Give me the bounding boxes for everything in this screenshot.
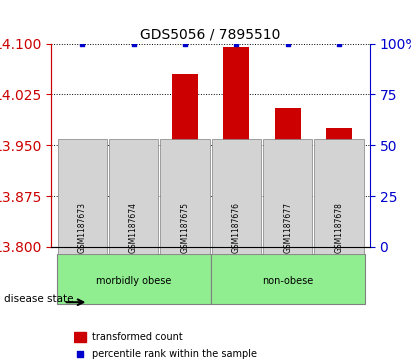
- Bar: [121, 162, 146, 247]
- FancyBboxPatch shape: [109, 139, 158, 254]
- FancyBboxPatch shape: [314, 139, 364, 254]
- Text: transformed count: transformed count: [92, 332, 183, 342]
- Bar: [326, 128, 352, 247]
- Point: [182, 41, 188, 46]
- Bar: [275, 108, 300, 247]
- Text: GSM1187678: GSM1187678: [335, 203, 344, 253]
- Point: [233, 41, 240, 46]
- Text: GSM1187673: GSM1187673: [78, 202, 87, 253]
- Bar: [224, 47, 249, 247]
- Bar: [74, 332, 86, 342]
- Title: GDS5056 / 7895510: GDS5056 / 7895510: [141, 27, 281, 41]
- Text: GSM1187675: GSM1187675: [180, 202, 189, 253]
- Point: [79, 41, 85, 46]
- FancyBboxPatch shape: [263, 139, 312, 254]
- Point: [130, 41, 137, 46]
- Point: [284, 41, 291, 46]
- Text: non-obese: non-obese: [262, 276, 313, 286]
- FancyBboxPatch shape: [212, 139, 261, 254]
- FancyBboxPatch shape: [160, 139, 210, 254]
- Bar: [172, 74, 198, 247]
- Text: disease state: disease state: [4, 294, 74, 305]
- Text: GSM1187676: GSM1187676: [232, 202, 241, 253]
- Point: [336, 41, 342, 46]
- Point: [281, 289, 287, 295]
- Text: morbidly obese: morbidly obese: [96, 276, 171, 286]
- Text: GSM1187677: GSM1187677: [283, 202, 292, 253]
- FancyBboxPatch shape: [211, 254, 365, 304]
- FancyBboxPatch shape: [58, 139, 107, 254]
- FancyBboxPatch shape: [57, 254, 211, 304]
- Bar: [69, 196, 95, 247]
- Text: percentile rank within the sample: percentile rank within the sample: [92, 348, 257, 359]
- Text: GSM1187674: GSM1187674: [129, 202, 138, 253]
